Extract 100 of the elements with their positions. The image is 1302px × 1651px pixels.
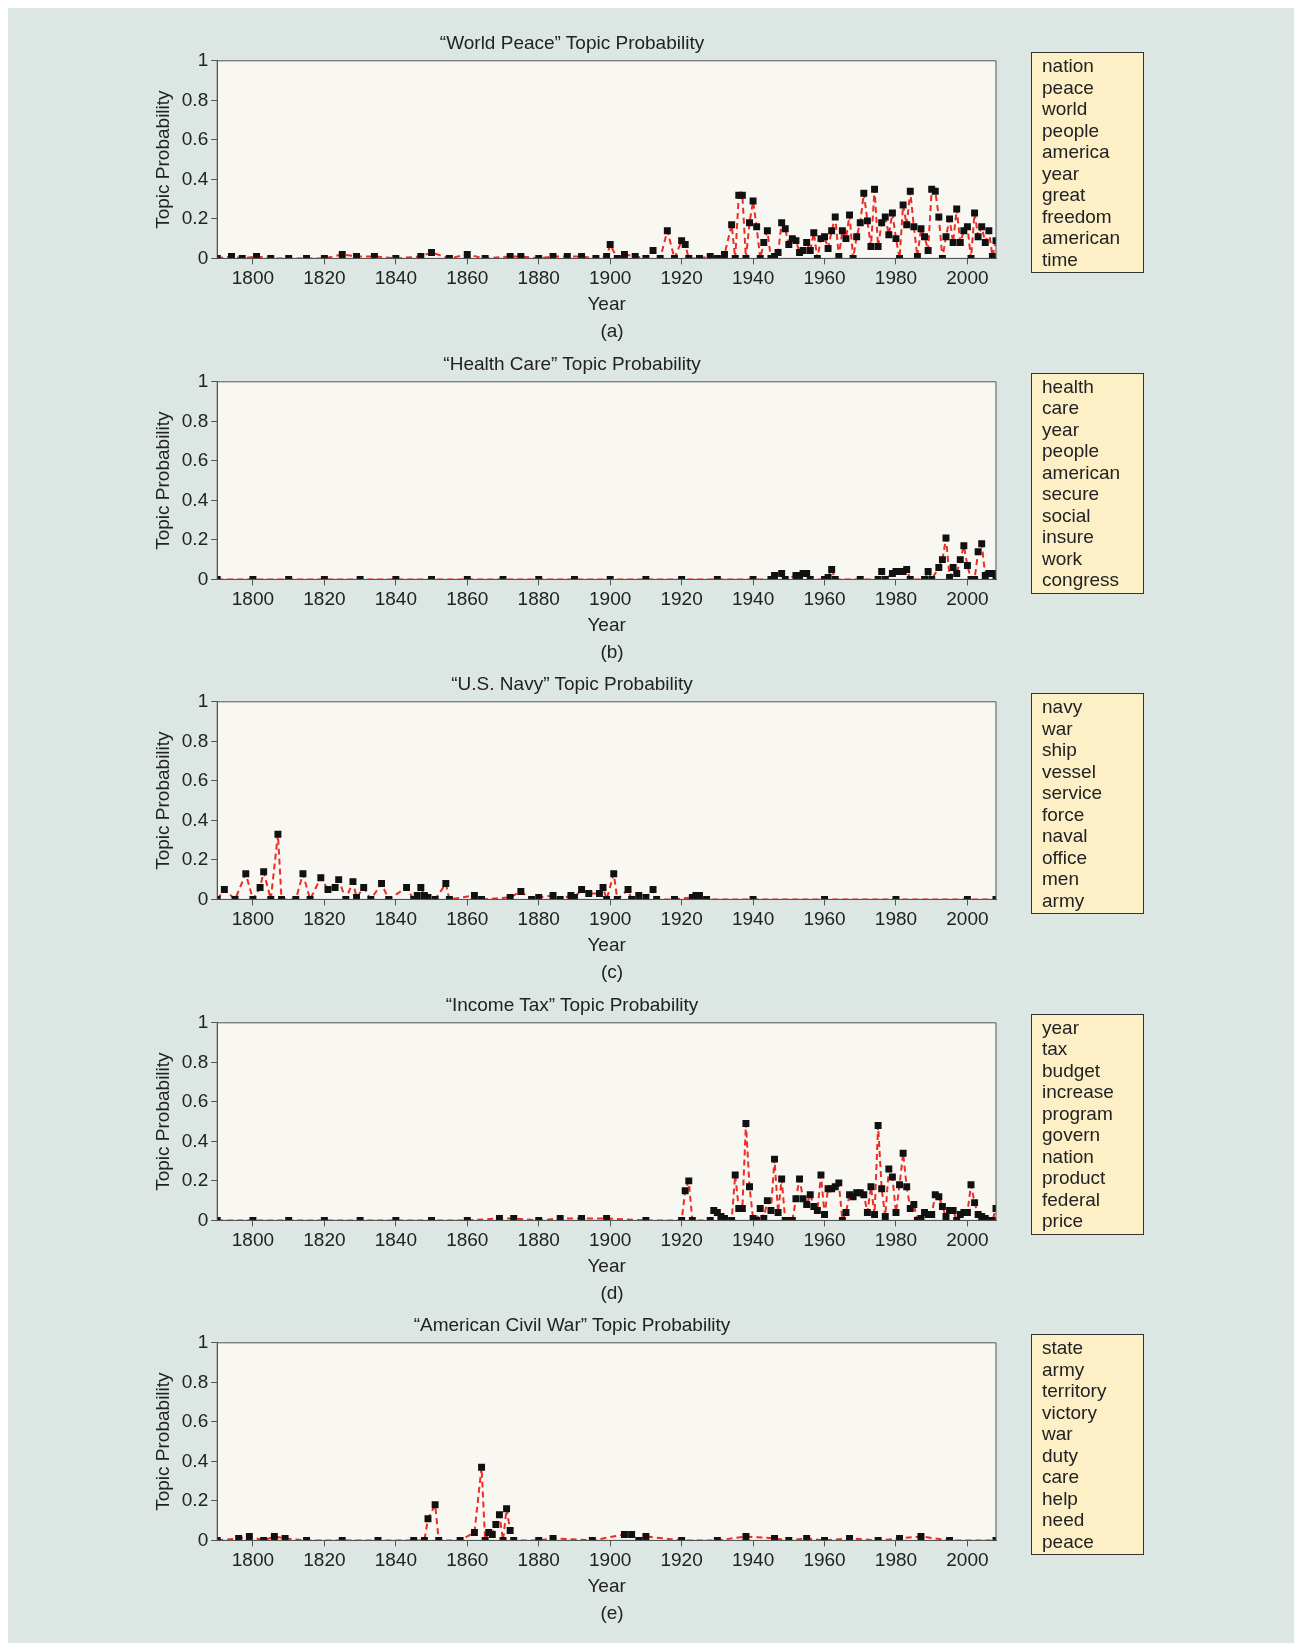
chart-title: “Income Tax” Topic Probability [445,993,699,1015]
text: freedom [1042,205,1113,227]
x-tick-label: 1920 [660,587,703,609]
x-tick-label: 1820 [303,1228,346,1250]
text: budget [1042,1059,1102,1081]
text: american [1042,227,1122,249]
y-tick-label: 0.4 [181,167,209,189]
text: (a) [599,320,625,342]
y-tick-label: 0 [197,1528,209,1550]
y-tick-label: 0.2 [181,1489,209,1511]
x-tick-label: 1980 [874,267,918,289]
y-tick-label: 1 [197,369,209,391]
text: office [1042,846,1089,868]
x-tick-label: 1860 [446,908,489,930]
x-tick-label: 2000 [946,587,989,609]
x-tick-label: 1900 [589,1549,632,1571]
x-tick-label: 2000 [946,908,989,930]
x-tick-label: 2000 [946,267,989,289]
x-tick-label: 1880 [517,1228,560,1250]
chart-title: “U.S. Navy” Topic Probability [451,672,694,694]
text: service [1042,782,1104,804]
y-tick-label: 1 [197,690,209,712]
text: duty [1042,1444,1079,1466]
y-tick-label: 0.2 [181,527,209,549]
y-tick-label: 0.4 [181,1129,209,1151]
x-axis-title: Year [587,1254,627,1276]
text: nation [1042,55,1095,77]
x-tick-label: 1840 [374,1228,417,1250]
x-tick-label: 1840 [374,1549,417,1571]
x-tick-label: 1840 [374,587,417,609]
x-tick-label: 1860 [446,267,489,289]
x-tick-label: 1960 [803,267,846,289]
x-tick-label: 1820 [303,1549,346,1571]
y-tick-label: 0.6 [181,128,209,150]
text: federal [1042,1188,1102,1210]
text: year [1042,162,1080,184]
y-axis-title: Topic Probability [151,1051,173,1191]
y-tick-label: 0.2 [181,1168,209,1190]
x-tick-label: 1820 [303,908,346,930]
text: care [1042,397,1080,419]
y-axis-title: Topic Probability [151,89,173,229]
x-tick-label: 1920 [660,1228,703,1250]
text: ship [1042,739,1078,761]
y-tick-label: 1 [197,49,209,71]
y-tick-label: 0.2 [181,207,209,229]
text: year [1042,418,1080,440]
text: peace [1042,1530,1095,1552]
text: price [1042,1210,1085,1232]
text: state [1042,1337,1085,1359]
y-axis-title: Topic Probability [151,1371,173,1511]
x-tick-label: 1840 [374,908,417,930]
y-tick-label: 0.8 [181,729,209,751]
text: time [1042,248,1079,270]
x-tick-label: 1800 [231,908,275,930]
text: people [1042,119,1101,141]
x-tick-label: 1900 [589,908,632,930]
x-tick-label: 2000 [946,1228,989,1250]
y-tick-label: 0.8 [181,88,209,110]
y-tick-label: 0 [197,1208,209,1230]
x-tick-label: 1800 [231,587,275,609]
text: force [1042,803,1086,825]
text: army [1042,1358,1086,1380]
y-axis-title: Topic Probability [151,410,173,550]
x-tick-label: 1960 [803,1549,846,1571]
x-tick-label: 1920 [660,908,703,930]
x-tick-label: 1800 [231,1228,275,1250]
text: increase [1042,1081,1115,1103]
text: tax [1042,1038,1069,1060]
x-tick-label: 1960 [803,1228,846,1250]
chart-title: “American Civil War” Topic Probability [413,1313,731,1335]
text: help [1042,1487,1079,1509]
text: work [1042,547,1084,569]
x-tick-label: 1940 [731,267,775,289]
x-tick-label: 1940 [731,1549,775,1571]
y-tick-label: 0.4 [181,808,209,830]
text: (d) [599,1281,625,1304]
x-axis-title: Year [587,1574,627,1596]
text: health [1042,375,1095,397]
x-tick-label: 1860 [446,587,489,609]
y-tick-label: 1 [197,1010,209,1032]
text: program [1042,1102,1114,1124]
chart-title: “Health Care” Topic Probability [443,352,702,374]
x-tick-label: 1820 [303,267,346,289]
text: (b) [599,640,625,663]
x-tick-label: 1840 [374,267,417,289]
text: great [1042,184,1087,206]
chart-title: “World Peace” Topic Probability [439,31,705,53]
x-tick-label: 1880 [517,1549,560,1571]
x-tick-label: 1880 [517,267,560,289]
text: naval [1042,825,1089,847]
x-tick-label: 1880 [517,908,560,930]
text: social [1042,504,1092,526]
y-tick-label: 0 [197,246,209,268]
x-tick-label: 1860 [446,1228,489,1250]
x-tick-label: 1980 [874,587,918,609]
y-tick-label: 0.6 [181,769,209,791]
x-tick-label: 1960 [803,908,846,930]
text: (e) [599,1602,625,1624]
text: congress [1042,569,1121,591]
x-tick-label: 1860 [446,1549,489,1571]
